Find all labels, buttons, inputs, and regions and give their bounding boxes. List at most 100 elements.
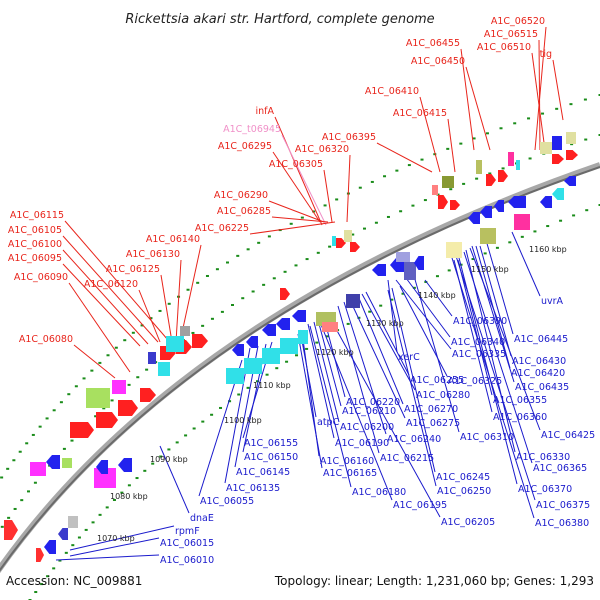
lower-gene-label: A1C_06420 [511, 368, 565, 379]
inner-track-tick [143, 469, 147, 472]
mid-track-tick [70, 439, 74, 442]
lower-gene-label: A1C_06165 [323, 468, 377, 479]
inner-track-tick [98, 513, 102, 516]
inner-track-tick [546, 225, 550, 228]
lower-gene-label: atpC [317, 417, 340, 428]
upper-gene-label: A1C_06115 [10, 210, 64, 221]
lower-leader-line [297, 333, 323, 469]
mid-track-tick [127, 383, 131, 386]
mid-track-tick [231, 304, 234, 306]
outer-track-tick [446, 147, 450, 150]
inner-track-tick [598, 204, 600, 206]
lower-leader-line [424, 279, 453, 317]
outer-track-tick [541, 112, 545, 115]
lower-gene-label: A1C_06155 [244, 438, 298, 449]
lower-gene-label: A1C_06220 [346, 397, 400, 408]
lower-gene-label: uvrA [541, 296, 564, 307]
lower-leader-line [485, 239, 514, 335]
upper-leader-line [323, 169, 333, 223]
gene-feature [450, 200, 460, 210]
inner-track-tick [533, 230, 537, 233]
inner-track-tick [585, 209, 589, 212]
genome-backbone-shade [0, 166, 600, 572]
upper-gene-label: A1C_06130 [126, 249, 180, 260]
lower-gene-label: A1C_06055 [200, 496, 254, 507]
gene-feature [336, 238, 346, 248]
upper-gene-label: A1C_06410 [365, 86, 419, 97]
outer-track-tick [358, 186, 362, 189]
gene-feature [148, 352, 156, 364]
upper-gene-label: A1C_06450 [411, 56, 465, 67]
gene-feature [226, 368, 244, 384]
lower-leader-line [469, 247, 541, 431]
mid-track-tick [305, 258, 309, 261]
mid-track-tick [570, 143, 574, 146]
outer-track-tick [59, 401, 63, 404]
outer-track-tick [205, 274, 209, 277]
lower-gene-label: A1C_06180 [352, 487, 406, 498]
upper-leader-line [62, 249, 149, 345]
upper-leader-line [62, 235, 159, 343]
lower-leader-line [317, 319, 342, 407]
lower-gene-label: A1C_06375 [536, 500, 590, 511]
upper-gene-label: A1C_t06945 [223, 124, 281, 135]
gene-feature [276, 318, 290, 330]
upper-leader-line [274, 116, 323, 226]
lower-gene-label: A1C_06435 [515, 382, 569, 393]
inner-track-tick [105, 506, 109, 509]
outer-track-tick [123, 339, 127, 342]
outer-track-tick [186, 288, 190, 291]
mid-track-tick [283, 270, 287, 273]
upper-leader-line [552, 59, 564, 121]
gene-feature [118, 458, 132, 472]
inner-track-tick [508, 241, 512, 244]
gene-feature [246, 336, 258, 348]
mid-track-tick [251, 290, 255, 293]
upper-gene-label: A1C_06080 [19, 334, 73, 345]
gene-feature [118, 400, 138, 416]
lower-gene-label: A1C_06310 [460, 432, 514, 443]
upper-gene-label: A1C_06140 [146, 234, 200, 245]
outer-track-tick [257, 241, 261, 244]
outer-track-tick [167, 302, 171, 305]
gene-feature [480, 228, 496, 244]
gene-feature [262, 348, 280, 364]
mid-track-tick [584, 138, 588, 141]
lower-gene-label: A1C_06150 [244, 452, 298, 463]
lower-gene-label: A1C_06390 [453, 316, 507, 327]
lower-leader-line [455, 255, 536, 501]
inner-track-tick [52, 567, 56, 570]
lower-gene-label: A1C_06330 [516, 452, 570, 463]
genome-title: Rickettsia akari str. Hartford, complete… [125, 12, 434, 27]
gene-feature [396, 252, 410, 262]
upper-leader-line [62, 263, 141, 347]
label-leader-lines [55, 26, 564, 561]
gene-feature [432, 185, 438, 195]
gene-feature [112, 380, 126, 394]
lower-leader-line [309, 325, 352, 488]
gene-feature [486, 174, 496, 186]
gene-feature [566, 150, 578, 160]
scale-label: 1100 kbp [224, 416, 262, 425]
lower-leader-line [159, 445, 190, 514]
inner-track-tick [447, 269, 451, 272]
lower-gene-label: A1C_06195 [393, 500, 447, 511]
gene-feature [494, 200, 504, 212]
inner-track-tick [346, 322, 350, 325]
upper-gene-label: A1C_06095 [8, 253, 62, 264]
gene-feature [552, 136, 562, 150]
inner-track-tick [210, 413, 214, 416]
gene-feature [540, 196, 552, 208]
outer-track-tick [140, 324, 144, 327]
inner-track-tick [572, 214, 576, 217]
inner-track-tick [368, 310, 372, 313]
mid-track-tick [462, 182, 466, 185]
outer-track-tick [31, 433, 35, 436]
outer-track-tick [67, 393, 71, 396]
lower-leader-line [343, 301, 387, 435]
outer-track-tick [335, 198, 339, 201]
outer-track-tick [499, 127, 503, 130]
lower-leader-line [463, 251, 533, 464]
mid-track-tick [449, 188, 453, 191]
